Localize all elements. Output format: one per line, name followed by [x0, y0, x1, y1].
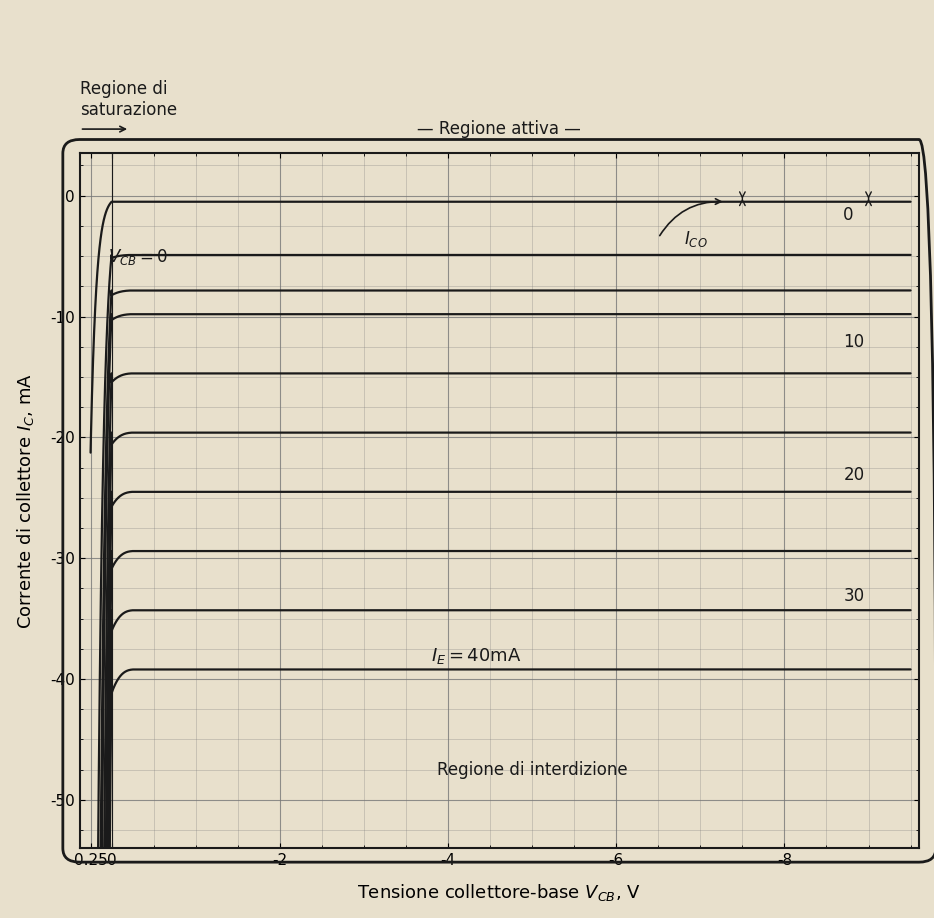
Text: 30: 30 — [843, 587, 865, 605]
Text: Regione di
saturazione: Regione di saturazione — [79, 80, 177, 118]
Y-axis label: Corrente di collettore $I_C$, mA: Corrente di collettore $I_C$, mA — [15, 373, 36, 629]
Text: $I_{CO}$: $I_{CO}$ — [684, 229, 707, 249]
Text: 0: 0 — [843, 206, 854, 224]
Text: 20: 20 — [843, 465, 865, 484]
Text: — Regione attiva —: — Regione attiva — — [417, 120, 581, 138]
Text: Regione di interdizione: Regione di interdizione — [437, 761, 628, 778]
Text: $V_{CB} = 0$: $V_{CB} = 0$ — [108, 247, 168, 267]
Text: $I_E = 40\mathrm{mA}$: $I_E = 40\mathrm{mA}$ — [432, 646, 522, 666]
X-axis label: Tensione collettore-base $V_{CB}$, V: Tensione collettore-base $V_{CB}$, V — [358, 882, 641, 903]
Text: 10: 10 — [843, 332, 865, 351]
